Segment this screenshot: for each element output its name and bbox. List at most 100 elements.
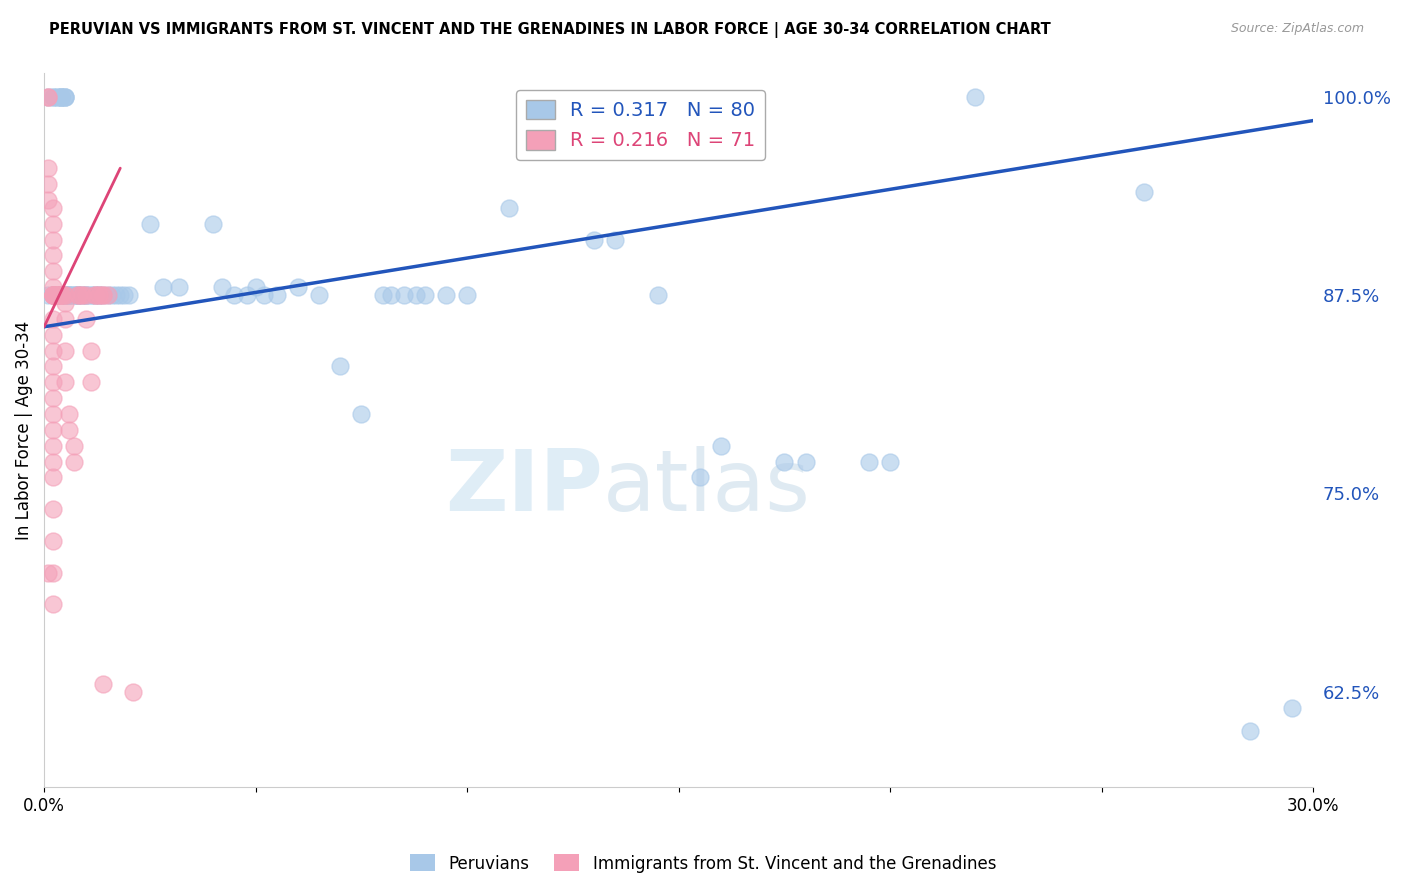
Point bbox=[70, 288, 93, 302]
Point bbox=[66, 288, 89, 302]
Point bbox=[45, 288, 67, 302]
Point bbox=[1281, 700, 1303, 714]
Point bbox=[53, 89, 76, 103]
Point bbox=[53, 89, 76, 103]
Point bbox=[236, 288, 259, 302]
Point bbox=[70, 288, 93, 302]
Point bbox=[41, 248, 63, 262]
Point bbox=[53, 288, 76, 302]
Point bbox=[49, 288, 72, 302]
Point bbox=[45, 288, 67, 302]
Text: ZIP: ZIP bbox=[444, 445, 603, 529]
Point bbox=[41, 343, 63, 358]
Point bbox=[49, 89, 72, 103]
Point bbox=[139, 217, 162, 231]
Point bbox=[371, 288, 394, 302]
Point bbox=[41, 288, 63, 302]
Text: PERUVIAN VS IMMIGRANTS FROM ST. VINCENT AND THE GRENADINES IN LABOR FORCE | AGE : PERUVIAN VS IMMIGRANTS FROM ST. VINCENT … bbox=[49, 22, 1050, 38]
Point bbox=[350, 407, 373, 421]
Point bbox=[41, 264, 63, 278]
Point bbox=[583, 233, 606, 247]
Point bbox=[79, 376, 101, 390]
Point bbox=[83, 288, 105, 302]
Point bbox=[41, 376, 63, 390]
Point bbox=[75, 311, 97, 326]
Point bbox=[66, 288, 89, 302]
Point bbox=[118, 288, 141, 302]
Point bbox=[456, 288, 478, 302]
Text: Source: ZipAtlas.com: Source: ZipAtlas.com bbox=[1230, 22, 1364, 36]
Point bbox=[266, 288, 288, 302]
Point bbox=[41, 423, 63, 437]
Point bbox=[329, 359, 352, 374]
Point bbox=[41, 288, 63, 302]
Point bbox=[53, 376, 76, 390]
Point bbox=[62, 288, 84, 302]
Point bbox=[79, 288, 101, 302]
Point bbox=[58, 288, 80, 302]
Point bbox=[97, 288, 120, 302]
Point bbox=[37, 177, 59, 191]
Point bbox=[58, 288, 80, 302]
Point bbox=[647, 288, 669, 302]
Point bbox=[41, 566, 63, 580]
Point bbox=[49, 288, 72, 302]
Legend: Peruvians, Immigrants from St. Vincent and the Grenadines: Peruvians, Immigrants from St. Vincent a… bbox=[404, 847, 1002, 880]
Point bbox=[45, 288, 67, 302]
Point bbox=[87, 288, 110, 302]
Point bbox=[75, 288, 97, 302]
Point bbox=[152, 280, 174, 294]
Point bbox=[169, 280, 191, 294]
Point bbox=[41, 288, 63, 302]
Point bbox=[62, 288, 84, 302]
Point bbox=[75, 288, 97, 302]
Point bbox=[392, 288, 415, 302]
Point bbox=[53, 311, 76, 326]
Point bbox=[53, 296, 76, 310]
Point bbox=[53, 288, 76, 302]
Point bbox=[773, 455, 796, 469]
Point bbox=[45, 89, 67, 103]
Point bbox=[62, 455, 84, 469]
Point bbox=[83, 288, 105, 302]
Point bbox=[87, 288, 110, 302]
Point bbox=[41, 217, 63, 231]
Point bbox=[498, 201, 520, 215]
Point bbox=[91, 288, 114, 302]
Point bbox=[202, 217, 225, 231]
Point bbox=[87, 288, 110, 302]
Point bbox=[66, 288, 89, 302]
Point bbox=[37, 89, 59, 103]
Point bbox=[45, 288, 67, 302]
Point bbox=[41, 288, 63, 302]
Point bbox=[41, 359, 63, 374]
Point bbox=[41, 533, 63, 548]
Point bbox=[79, 288, 101, 302]
Point bbox=[41, 288, 63, 302]
Point bbox=[62, 439, 84, 453]
Point bbox=[53, 288, 76, 302]
Point bbox=[380, 288, 402, 302]
Point bbox=[41, 280, 63, 294]
Point bbox=[308, 288, 330, 302]
Point bbox=[41, 233, 63, 247]
Point bbox=[1133, 185, 1156, 199]
Point bbox=[37, 566, 59, 580]
Point bbox=[49, 89, 72, 103]
Point bbox=[45, 89, 67, 103]
Point bbox=[413, 288, 436, 302]
Point bbox=[224, 288, 246, 302]
Point bbox=[58, 288, 80, 302]
Point bbox=[97, 288, 120, 302]
Point bbox=[53, 288, 76, 302]
Point bbox=[66, 288, 89, 302]
Point bbox=[287, 280, 309, 294]
Point bbox=[83, 288, 105, 302]
Point bbox=[53, 288, 76, 302]
Point bbox=[53, 89, 76, 103]
Point bbox=[41, 470, 63, 484]
Point bbox=[211, 280, 233, 294]
Point bbox=[41, 288, 63, 302]
Point bbox=[41, 407, 63, 421]
Point bbox=[83, 288, 105, 302]
